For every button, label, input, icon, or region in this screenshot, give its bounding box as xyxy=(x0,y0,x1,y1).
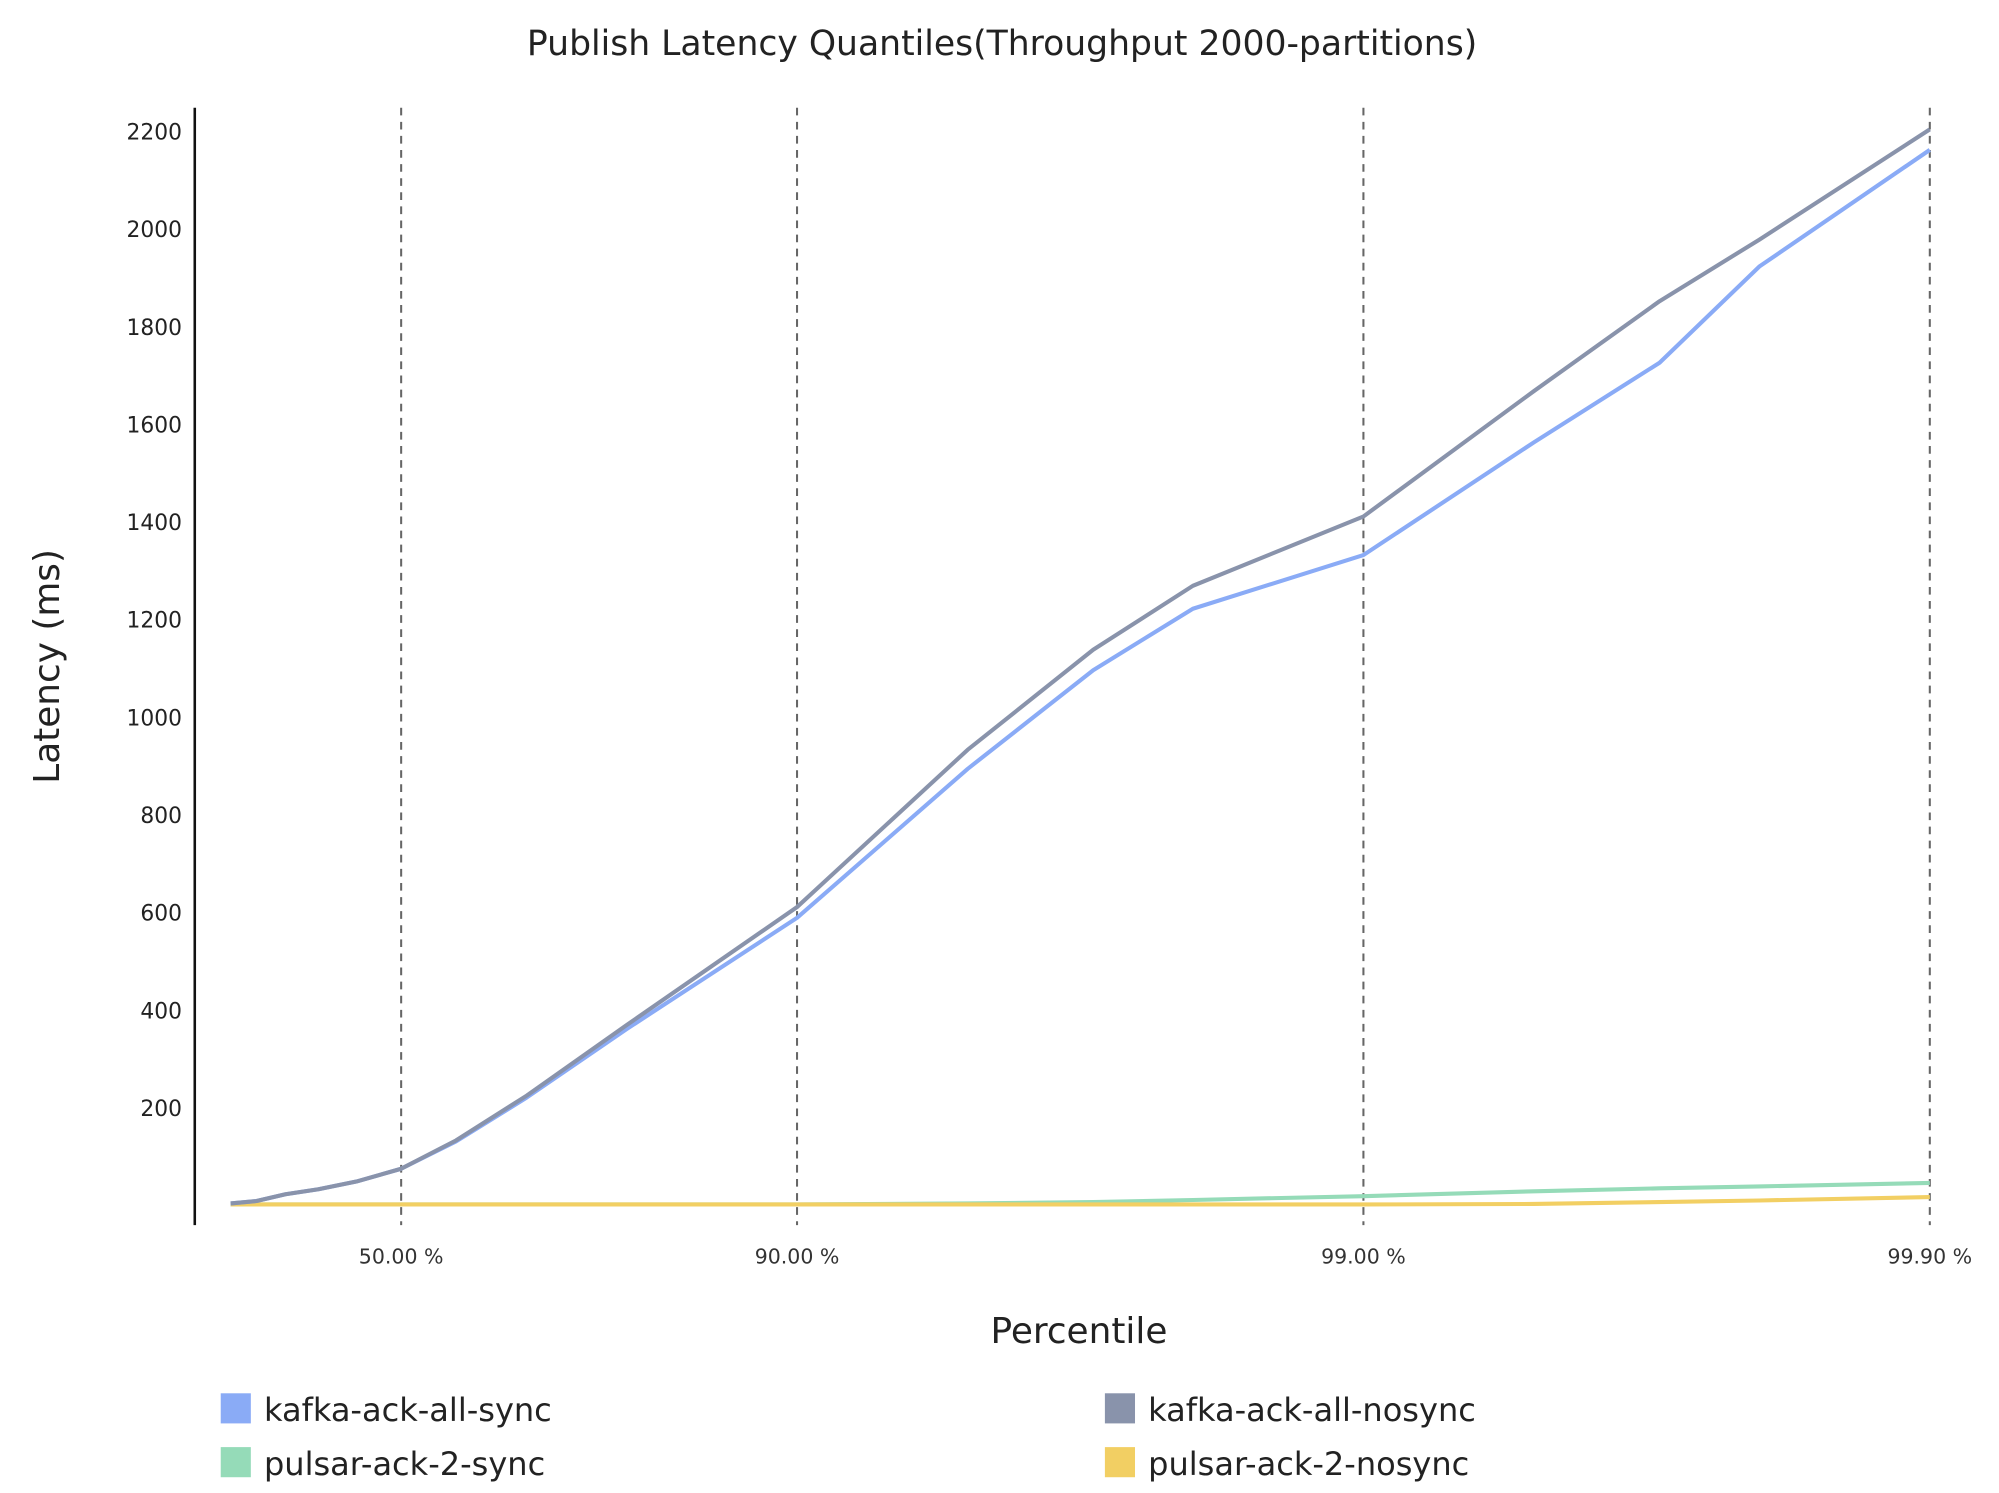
x-tick-label: 99.90 % xyxy=(1887,1245,1972,1269)
legend-swatch xyxy=(220,1393,251,1424)
legend-swatch xyxy=(220,1447,251,1478)
legend-label: kafka-ack-all-nosync xyxy=(1148,1391,1476,1429)
legend-label: pulsar-ack-2-sync xyxy=(264,1445,545,1483)
y-tick-label: 200 xyxy=(140,1097,182,1122)
series-line-kafka-ack-all-sync xyxy=(230,148,1931,1206)
y-tick-label: 2000 xyxy=(127,218,182,243)
y-tick-label: 800 xyxy=(140,804,182,829)
legend-item[interactable]: kafka-ack-all-sync xyxy=(220,1391,552,1429)
legend-label: pulsar-ack-2-nosync xyxy=(1148,1445,1469,1483)
legend: kafka-ack-all-sync kafka-ack-all-nosync pu… xyxy=(220,1391,1476,1483)
y-tick-label: 1000 xyxy=(127,706,182,731)
y-tick-label: 1800 xyxy=(127,316,182,341)
y-tick-label: 600 xyxy=(140,902,182,927)
legend-item[interactable]: pulsar-ack-2-sync xyxy=(220,1445,546,1483)
legend-item[interactable]: kafka-ack-all-nosync xyxy=(1104,1391,1476,1429)
legend-swatch xyxy=(1104,1393,1136,1424)
x-tick-label: 50.00 % xyxy=(359,1245,444,1269)
y-tick-label: 400 xyxy=(140,999,182,1024)
y-tick-label: 1600 xyxy=(127,413,182,438)
y-tick-label: 1400 xyxy=(127,511,182,536)
legend-item[interactable]: pulsar-ack-2-nosync xyxy=(1104,1445,1469,1483)
x-ticks: 50.00 % 90.00 % 99.00 % 99.90 % xyxy=(359,1245,1972,1269)
y-tick-label: 2200 xyxy=(127,120,182,145)
series-line-kafka-ack-all-nosync xyxy=(230,127,1931,1206)
x-tick-label: 90.00 % xyxy=(755,1245,840,1269)
grid-lines xyxy=(400,107,1931,1226)
y-ticks: 200 400 600 800 1000 1200 1400 1600 1800 2000 2200 xyxy=(127,120,182,1121)
series-lines xyxy=(230,127,1931,1207)
x-axis-label: Percentile xyxy=(990,1311,1167,1352)
series-line-pulsar-ack-2-nosync xyxy=(230,1194,1930,1207)
y-axis-label: Latency (ms) xyxy=(27,549,68,784)
chart-title: Publish Latency Quantiles(Throughput 200… xyxy=(527,24,1477,64)
legend-label: kafka-ack-all-sync xyxy=(264,1391,552,1429)
x-tick-label: 99.00 % xyxy=(1321,1245,1406,1269)
legend-swatch xyxy=(1104,1447,1136,1478)
y-tick-label: 1200 xyxy=(127,609,182,634)
